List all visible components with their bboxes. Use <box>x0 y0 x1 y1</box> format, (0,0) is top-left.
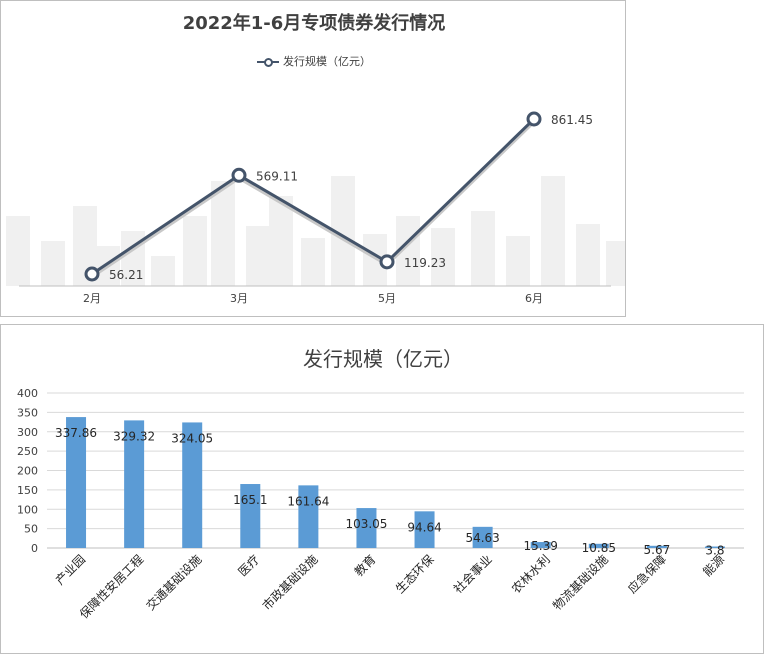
x-tick-label: 农林水利 <box>509 552 553 596</box>
skyline-building <box>6 216 30 286</box>
bar <box>66 417 87 548</box>
data-label: 861.45 <box>551 113 593 127</box>
data-label: 3.8 <box>705 544 724 558</box>
data-label: 337.86 <box>55 426 97 440</box>
data-label: 56.21 <box>109 268 143 282</box>
line-chart-title: 2022年1-6月专项债券发行情况 <box>182 13 446 34</box>
x-tick-label: 市政基础设施 <box>259 552 321 614</box>
y-tick-label: 400 <box>17 387 38 400</box>
data-point <box>84 266 100 282</box>
x-tick-label: 社会事业 <box>450 552 495 597</box>
x-tick-label: 交通基础设施 <box>143 552 205 614</box>
y-tick-label: 50 <box>24 523 38 536</box>
data-label: 165.1 <box>233 493 267 507</box>
bar <box>298 485 319 548</box>
legend-line-marker-icon <box>257 57 279 67</box>
series-line-shadow <box>91 120 536 279</box>
skyline-building <box>576 224 600 286</box>
x-tick-label: 5月 <box>378 292 396 305</box>
skyline-building <box>151 256 175 286</box>
y-tick-label: 150 <box>17 484 38 497</box>
y-tick-label: 300 <box>17 426 38 439</box>
y-tick-label: 350 <box>17 406 38 419</box>
bar <box>646 545 667 548</box>
bar <box>356 508 377 548</box>
x-tick-label: 物流基础设施 <box>550 552 611 613</box>
data-label: 5.67 <box>644 543 671 557</box>
line-chart-panel: 2022年1-6月专项债券发行情况 发行规模（亿元） 56.21 2月 569.11… <box>0 0 626 317</box>
bar <box>588 543 609 548</box>
data-point <box>379 254 395 270</box>
y-tick-label: 0 <box>31 542 38 555</box>
x-tick-label: 2月 <box>83 292 101 305</box>
skyline-building <box>183 216 207 286</box>
data-point <box>526 111 542 127</box>
data-label: 119.23 <box>404 256 446 270</box>
series-line <box>91 117 536 276</box>
data-label: 94.64 <box>407 520 441 534</box>
x-tick-label: 医疗 <box>236 552 263 579</box>
bar <box>704 546 725 548</box>
data-label: 103.05 <box>345 517 387 531</box>
skyline-building <box>301 238 325 286</box>
bar <box>240 484 261 548</box>
line-chart-legend: 发行规模（亿元） <box>1 53 625 69</box>
y-tick-label: 100 <box>17 503 38 516</box>
skyline-building <box>41 241 65 286</box>
y-tick-label: 200 <box>17 465 38 478</box>
skyline-building <box>211 181 235 286</box>
data-label: 569.11 <box>256 169 298 183</box>
data-label: 15.39 <box>524 539 558 553</box>
data-label: 324.05 <box>171 431 213 445</box>
x-tick-label: 教育 <box>351 552 379 580</box>
skyline-building <box>506 236 530 286</box>
bar <box>414 511 435 548</box>
bar <box>530 542 551 548</box>
skyline-building <box>431 228 455 286</box>
data-label: 54.63 <box>465 531 499 545</box>
line-chart-svg: 56.21 2月 569.11 3月 119.23 5月 861.45 6月 <box>6 111 625 305</box>
skyline-building <box>606 241 625 286</box>
x-tick-label: 应急保障 <box>624 552 669 597</box>
bar <box>182 422 203 548</box>
legend-label: 发行规模（亿元） <box>283 55 371 68</box>
skyline-building <box>269 196 293 286</box>
skyline-building <box>471 211 495 286</box>
x-tick-label: 6月 <box>525 292 543 305</box>
x-tick-label: 3月 <box>230 292 248 305</box>
y-tick-label: 250 <box>17 445 38 458</box>
x-tick-label: 生态环保 <box>393 552 437 596</box>
bar <box>124 420 145 548</box>
data-label: 10.85 <box>582 541 616 555</box>
bar-chart-panel: 发行规模（亿元） 0 50 100 150 200 250 300 350 400 337.86 产… <box>0 324 764 654</box>
data-label: 329.32 <box>113 429 155 443</box>
bar <box>472 526 493 548</box>
data-label: 161.64 <box>287 494 329 508</box>
data-point <box>231 167 247 183</box>
skyline-building <box>246 226 270 286</box>
x-tick-label: 产业园 <box>53 552 88 587</box>
bar-chart-svg: 050100150200250300350400337.86产业园329.32保… <box>17 387 744 622</box>
skyline-building <box>541 176 565 286</box>
bar-chart-title: 发行规模（亿元） <box>303 347 463 371</box>
